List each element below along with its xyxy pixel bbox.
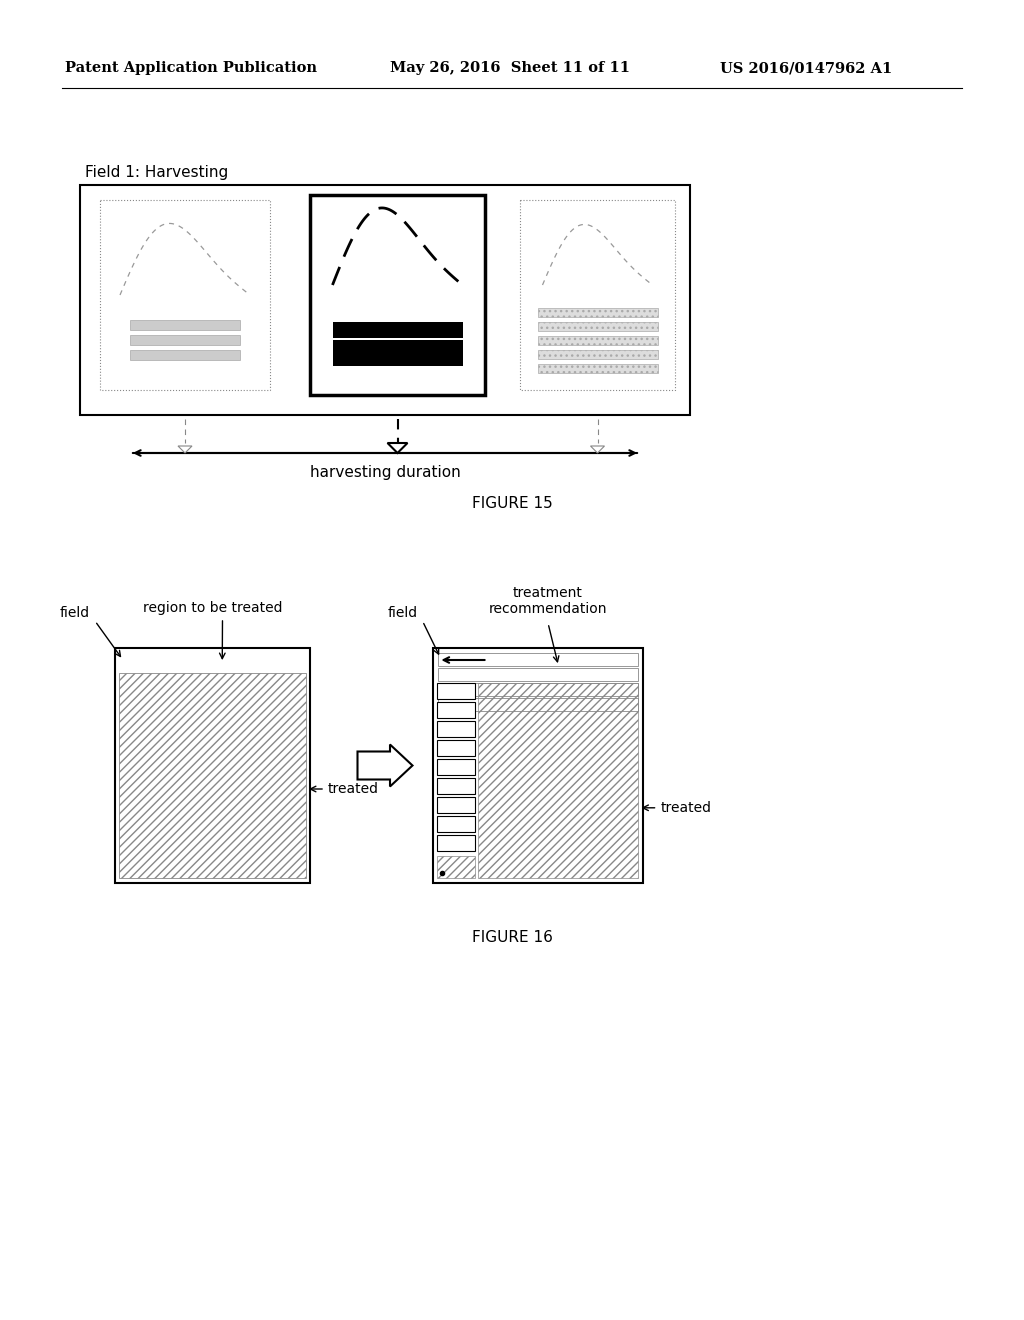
Bar <box>130 350 240 360</box>
Polygon shape <box>357 744 413 787</box>
Bar <box>436 702 474 718</box>
Bar <box>436 759 474 775</box>
Text: region to be treated: region to be treated <box>142 601 283 615</box>
Text: field: field <box>387 606 418 620</box>
Bar <box>437 653 638 667</box>
Text: treated: treated <box>660 801 712 814</box>
Polygon shape <box>591 446 604 453</box>
Bar <box>333 341 463 354</box>
Bar <box>538 308 657 317</box>
Bar <box>130 335 240 345</box>
Text: US 2016/0147962 A1: US 2016/0147962 A1 <box>720 61 892 75</box>
Bar <box>538 364 657 374</box>
Text: treated: treated <box>328 781 379 796</box>
Text: FIGURE 16: FIGURE 16 <box>472 931 552 945</box>
Text: field: field <box>59 606 90 620</box>
Bar <box>310 195 485 395</box>
Text: Patent Application Publication: Patent Application Publication <box>65 61 317 75</box>
Bar <box>130 319 240 330</box>
Bar <box>119 673 306 878</box>
Bar <box>437 698 638 711</box>
Bar <box>477 682 638 878</box>
Bar <box>80 185 690 414</box>
Bar <box>436 836 474 851</box>
Bar <box>436 816 474 832</box>
Text: FIGURE 15: FIGURE 15 <box>472 495 552 511</box>
Bar <box>333 354 463 366</box>
Bar <box>436 682 474 700</box>
Bar <box>436 741 474 756</box>
Text: treatment
recommendation: treatment recommendation <box>488 586 607 616</box>
Bar <box>436 777 474 795</box>
Bar <box>538 322 657 331</box>
Bar <box>437 682 638 696</box>
Bar <box>437 668 638 681</box>
Bar <box>333 322 463 338</box>
Text: May 26, 2016  Sheet 11 of 11: May 26, 2016 Sheet 11 of 11 <box>390 61 630 75</box>
Bar <box>432 648 642 883</box>
Bar <box>100 201 270 389</box>
Polygon shape <box>387 444 408 453</box>
Text: Field 1: Harvesting: Field 1: Harvesting <box>85 165 228 180</box>
Bar <box>436 721 474 737</box>
Polygon shape <box>178 446 193 453</box>
Bar <box>436 855 474 878</box>
Bar <box>115 648 310 883</box>
Bar <box>538 350 657 359</box>
Bar <box>520 201 675 389</box>
Bar <box>436 797 474 813</box>
Bar <box>538 337 657 345</box>
Text: harvesting duration: harvesting duration <box>309 466 461 480</box>
